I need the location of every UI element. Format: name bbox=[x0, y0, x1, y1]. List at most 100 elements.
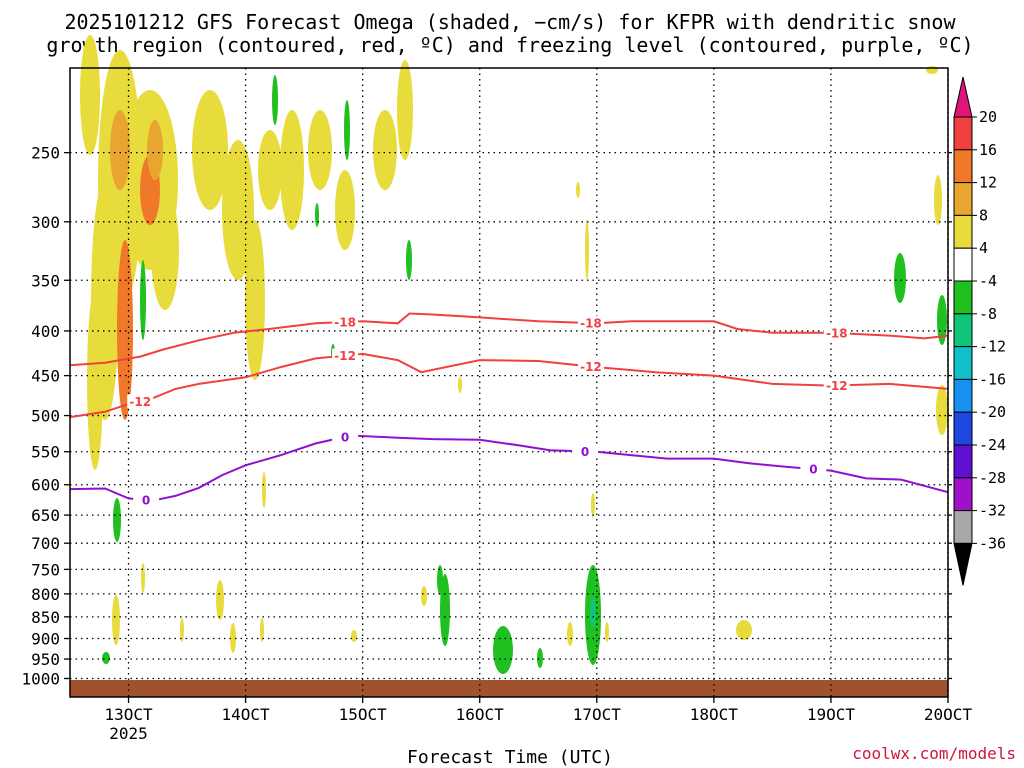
colorbar-label: -12 bbox=[979, 338, 1006, 356]
x-year-label: 2025 bbox=[109, 724, 148, 743]
x-tick-label: 18OCT bbox=[690, 705, 739, 724]
colorbar-segment bbox=[953, 444, 973, 479]
omega-shade-cell bbox=[258, 130, 282, 210]
y-tick-label: 500 bbox=[31, 407, 60, 426]
contour-label-bg bbox=[332, 429, 359, 444]
contour-label-bg bbox=[577, 359, 604, 374]
colorbar-segment bbox=[953, 182, 973, 216]
x-tick-label: 16OCT bbox=[456, 705, 505, 724]
colorbar-segment bbox=[953, 346, 973, 380]
x-axis-label: Forecast Time (UTC) bbox=[407, 747, 613, 768]
colorbar-label: 12 bbox=[979, 174, 997, 192]
omega-shade-cell bbox=[585, 220, 589, 280]
x-tick-label: 19OCT bbox=[807, 705, 856, 724]
chart-title-line-2: growth region (contoured, red, ºC) and f… bbox=[46, 33, 973, 57]
omega-shade-cell bbox=[315, 203, 319, 227]
omega-shade-cell bbox=[493, 626, 513, 674]
y-tick-label: 300 bbox=[31, 213, 60, 232]
y-tick-label: 1000 bbox=[21, 669, 60, 688]
y-tick-label: 250 bbox=[31, 144, 60, 163]
omega-shade-cell bbox=[112, 595, 120, 645]
y-tick-label: 400 bbox=[31, 322, 60, 341]
omega-shade-cell bbox=[537, 648, 543, 668]
omega-shade-cell bbox=[934, 175, 942, 225]
omega-shade-cell bbox=[110, 110, 130, 190]
omega-shade-cell bbox=[458, 377, 462, 393]
omega-shade-cell bbox=[140, 260, 146, 340]
omega-shade-cell bbox=[308, 110, 332, 190]
omega-shade-cell bbox=[894, 253, 906, 303]
contour-label--12: -12 bbox=[334, 349, 356, 363]
colorbar-label: -8 bbox=[979, 305, 997, 323]
colorbar-segment bbox=[953, 116, 973, 151]
x-tick-label: 20OCT bbox=[924, 705, 973, 724]
contour-label--12: -12 bbox=[580, 360, 602, 374]
omega-shade-cell bbox=[437, 565, 443, 595]
ground-terrain bbox=[70, 680, 948, 697]
omega-shade-cell bbox=[736, 620, 752, 640]
omega-shade-cell bbox=[351, 630, 357, 642]
colorbar-label: -4 bbox=[979, 272, 997, 290]
contour-label-bg bbox=[332, 315, 359, 330]
colorbar: 20 16 12 8 4 -4 -8 -12 -16 -20 -24 -28 -32 -36 bbox=[953, 76, 1006, 586]
omega-shade-cell bbox=[192, 90, 228, 210]
omega-shade-cell bbox=[280, 110, 304, 230]
contour-label--12: -12 bbox=[826, 379, 848, 393]
omega-shade-cell bbox=[113, 498, 121, 542]
colorbar-segment bbox=[953, 247, 973, 282]
omega-shade-cell bbox=[335, 170, 355, 250]
omega-shade-cell bbox=[926, 66, 938, 74]
y-tick-label: 800 bbox=[31, 585, 60, 604]
y-tick-label: 950 bbox=[31, 650, 60, 669]
y-tick-label: 600 bbox=[31, 476, 60, 495]
omega-shade-cell bbox=[937, 295, 947, 345]
credit-text: coolwx.com/models bbox=[852, 744, 1016, 763]
colorbar-label: -28 bbox=[979, 469, 1006, 487]
contour-label-0: 0 bbox=[142, 494, 150, 508]
colorbar-label: 8 bbox=[979, 206, 988, 224]
contour-label-bg bbox=[572, 444, 599, 459]
colorbar-label: -20 bbox=[979, 403, 1006, 421]
colorbar-segment bbox=[953, 280, 973, 315]
colorbar-segment bbox=[953, 510, 973, 544]
omega-shade-cell bbox=[272, 75, 278, 125]
omega-shade-cell bbox=[406, 240, 412, 280]
contour-label--18: -18 bbox=[580, 317, 602, 331]
omega-shade-cell bbox=[102, 652, 110, 664]
omega-shade-cell bbox=[567, 622, 573, 646]
contour-label--18: -18 bbox=[826, 327, 848, 341]
y-tick-label: 750 bbox=[31, 560, 60, 579]
colorbar-segment bbox=[953, 411, 973, 446]
contour-label-bg bbox=[127, 394, 154, 409]
contour-lines: -18 -18 -18 -12 -12 -12 -12 0 0 0 0 bbox=[69, 312, 949, 508]
omega-shade-cell bbox=[576, 182, 580, 198]
contour-label-bg bbox=[800, 462, 827, 477]
omega-shade-cell bbox=[180, 618, 184, 642]
y-tick-label: 700 bbox=[31, 534, 60, 553]
colorbar-label: 16 bbox=[979, 141, 997, 159]
y-tick-label: 450 bbox=[31, 367, 60, 386]
colorbar-label: 20 bbox=[979, 108, 997, 126]
contour-line--12 bbox=[69, 352, 949, 419]
omega-shade-cell bbox=[245, 220, 265, 380]
omega-shade-cell bbox=[421, 586, 427, 606]
colorbar-label: -16 bbox=[979, 370, 1006, 388]
contour-label-0: 0 bbox=[341, 430, 349, 444]
colorbar-top-arrow bbox=[953, 76, 973, 118]
colorbar-label: -24 bbox=[979, 436, 1006, 454]
omega-shade-cell bbox=[117, 240, 133, 420]
x-tick-label: 14OCT bbox=[222, 705, 271, 724]
omega-shade-cell bbox=[373, 110, 397, 190]
omega-shade-cell bbox=[216, 580, 224, 620]
omega-shade-cell bbox=[262, 472, 266, 508]
contour-label-0: 0 bbox=[809, 463, 817, 477]
x-tick-label: 15OCT bbox=[339, 705, 388, 724]
contour-label-bg bbox=[133, 493, 160, 508]
colorbar-segment bbox=[953, 477, 973, 512]
omega-shade-cell bbox=[440, 574, 450, 646]
omega-shade-cell bbox=[260, 618, 264, 642]
contour-label--12: -12 bbox=[129, 395, 151, 409]
colorbar-label: -36 bbox=[979, 534, 1006, 552]
omega-shade-cell bbox=[936, 385, 948, 435]
